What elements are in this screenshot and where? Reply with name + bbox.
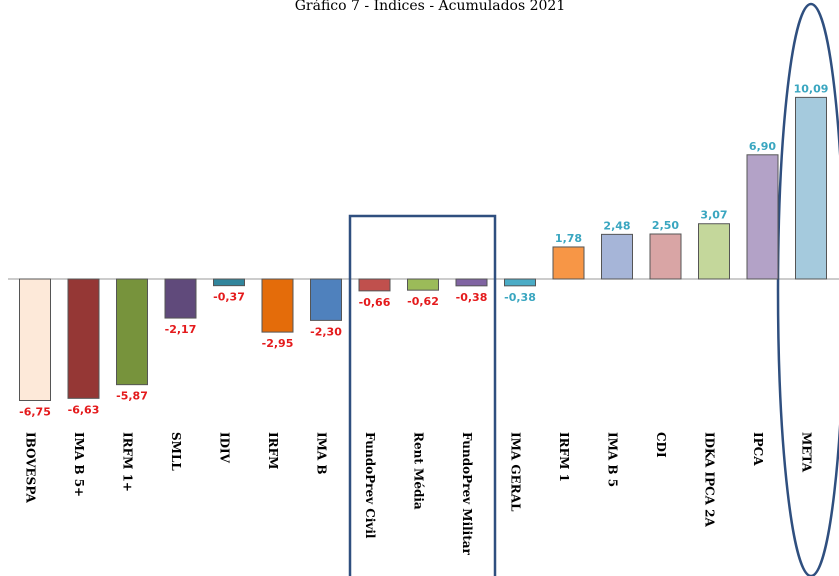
value-label: -6,63 (68, 403, 100, 416)
x-tick-label: IDKA IPCA 2A (703, 432, 717, 527)
bar (504, 278, 536, 287)
bar (310, 278, 342, 321)
bar (795, 96, 827, 280)
highlight-ellipse (776, 2, 839, 576)
x-tick-label: IRFM 1 (557, 432, 571, 482)
x-tick-label: IMA GERAL (509, 432, 523, 512)
value-label: -6,75 (19, 406, 51, 419)
value-label: -0,38 (456, 291, 488, 304)
x-tick-label: IMA B 5+ (72, 432, 86, 497)
group-box (348, 214, 497, 576)
bar (19, 278, 51, 401)
bar (601, 233, 633, 280)
x-tick-label: IBOVESPA (24, 432, 38, 503)
x-tick-label: SMLL (169, 432, 183, 471)
x-tick-label: IRFM (266, 432, 280, 469)
value-label: -2,95 (262, 337, 294, 350)
bar (552, 246, 585, 280)
value-label: 10,09 (794, 82, 829, 95)
x-tick-label: META (800, 432, 814, 473)
value-label: -5,87 (116, 390, 148, 403)
bar (67, 278, 100, 399)
bar (358, 278, 391, 292)
x-tick-label: IDIV (218, 432, 232, 464)
value-label: -2,30 (310, 325, 342, 338)
x-tick-label: CDI (654, 432, 668, 458)
x-tick-label: IRFM 1+ (121, 432, 135, 492)
chart-title: Gráfico 7 - Índices - Acumulados 2021 (295, 0, 565, 14)
value-label: 2,50 (652, 219, 679, 232)
bar (649, 233, 682, 280)
value-label: 1,78 (555, 232, 582, 245)
bar (455, 278, 488, 287)
value-label: 2,48 (603, 219, 630, 232)
value-label: -0,37 (213, 291, 245, 304)
bar (116, 278, 148, 386)
value-label: -0,66 (359, 296, 391, 309)
bar (698, 223, 730, 280)
bar (213, 278, 245, 287)
bar (407, 278, 439, 291)
x-tick-label: FundoPrev Civil (363, 432, 377, 539)
x-tick-label: Rent Média (412, 432, 426, 510)
value-label: -2,17 (165, 323, 197, 336)
x-tick-label: IPCA (751, 432, 765, 466)
x-tick-label: FundoPrev Militar (460, 432, 474, 556)
bar (164, 278, 197, 319)
value-label: -0,62 (407, 295, 439, 308)
value-label: -0,38 (504, 291, 536, 304)
x-tick-label: IMA B (315, 432, 329, 475)
x-tick-label: IMA B 5 (606, 432, 620, 487)
bar (261, 278, 294, 333)
value-label: 6,90 (749, 140, 776, 153)
bar (746, 154, 779, 280)
value-label: 3,07 (700, 209, 727, 222)
